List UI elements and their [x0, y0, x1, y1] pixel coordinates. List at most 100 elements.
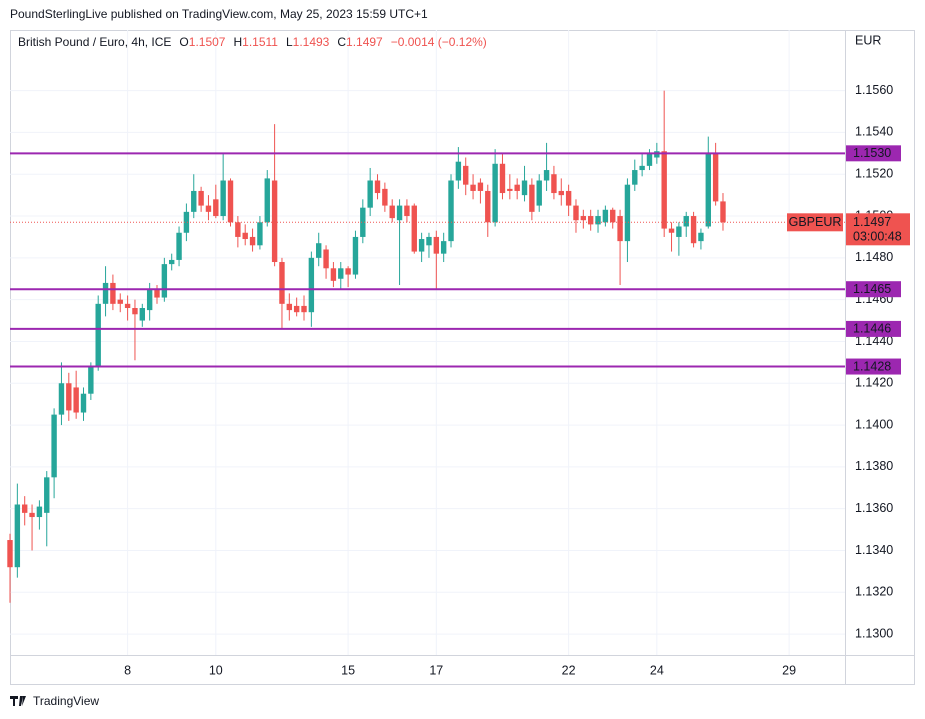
candle-body	[565, 190, 572, 206]
y-tick-label: 1.1360	[855, 501, 893, 515]
high: 1.1511	[242, 35, 278, 49]
candle-body	[271, 180, 278, 263]
c-key: C	[337, 35, 346, 49]
candle-body	[470, 184, 476, 191]
candle-body	[360, 207, 366, 237]
candle-body	[191, 190, 197, 212]
candle-body	[132, 308, 138, 315]
y-tick-label: 1.1320	[855, 585, 893, 599]
candle-body	[477, 182, 484, 191]
candle-body	[7, 540, 13, 568]
candle-body	[58, 383, 65, 415]
level-label: 1.1530	[853, 146, 891, 160]
candle-body	[440, 241, 447, 254]
x-tick-label: 22	[562, 663, 576, 677]
candle-body	[29, 512, 35, 518]
overlays: 1.1530 1.1465 1.1446 1.1428 GBPEUR 1.149703:0…	[10, 145, 910, 375]
candle-body	[507, 188, 513, 191]
candle-body	[610, 209, 616, 223]
symbol-box	[787, 213, 843, 232]
candle-body	[705, 153, 711, 227]
candle-body	[139, 308, 146, 321]
x-tick-label: 15	[341, 663, 355, 677]
level-label: 1.1428	[853, 359, 891, 373]
countdown: 03:00:48	[853, 230, 902, 244]
level-label: 1.1465	[853, 282, 891, 296]
x-tick-label: 24	[650, 663, 664, 677]
candle-body	[293, 305, 300, 313]
candle-body	[499, 163, 506, 194]
candle-body	[22, 504, 28, 513]
y-tick-label: 1.1420	[855, 376, 893, 390]
change: −0.0014 (−0.12%)	[391, 35, 487, 49]
y-tick-label: 1.1440	[855, 334, 893, 348]
grid: 1.1300 1.1320 1.1340 1.1360 1.1380 1.1400 1.14…	[10, 30, 893, 677]
candle-body	[338, 268, 344, 279]
candle-body	[146, 289, 153, 311]
candle-body	[227, 180, 234, 223]
candle-body	[66, 383, 72, 411]
candle-body	[279, 262, 285, 304]
candle-body	[205, 205, 212, 212]
published-note: PoundSterlingLive published on TradingVi…	[10, 7, 428, 21]
candle-body	[396, 205, 403, 221]
candle-body	[374, 180, 381, 194]
candle-body	[654, 151, 660, 158]
level-label-box	[846, 145, 901, 162]
candle-body	[36, 506, 43, 518]
candle-body	[352, 236, 359, 275]
candle-body	[235, 222, 241, 237]
candle-body	[51, 414, 57, 478]
logo: TradingView	[10, 694, 99, 708]
candle-body	[514, 184, 520, 191]
last-price-box	[846, 213, 910, 246]
candles	[7, 90, 726, 603]
logo-text: TradingView	[33, 694, 99, 708]
level-label: 1.1446	[853, 322, 891, 336]
candle-body	[161, 264, 168, 298]
candle-body	[580, 216, 587, 221]
candle-body	[382, 188, 388, 206]
candle-body	[80, 393, 87, 413]
candle-body	[198, 190, 204, 206]
candle-body	[264, 178, 270, 223]
candle-body	[646, 153, 653, 166]
frame	[10, 30, 915, 685]
candle-body	[389, 205, 395, 219]
y-tick-label: 1.1520	[855, 167, 893, 181]
candle-body	[448, 180, 454, 242]
candle-body	[257, 222, 263, 246]
level-label-box	[846, 281, 901, 298]
candle-body	[624, 184, 631, 242]
candle-body	[301, 305, 307, 313]
candle-body	[433, 236, 440, 254]
x-tick-label: 17	[429, 663, 443, 677]
candle-body	[124, 303, 131, 309]
candle-body	[14, 504, 21, 568]
x-tick-label: 8	[124, 663, 131, 677]
candle-body	[683, 216, 689, 227]
symbol: British Pound / Euro, 4h, ICE	[18, 35, 171, 49]
candle-body	[668, 228, 675, 233]
candle-body	[316, 243, 322, 258]
candle-body	[455, 161, 462, 181]
y-tick-label: 1.1340	[855, 543, 893, 557]
candle-body	[676, 226, 682, 237]
candle-body	[323, 249, 329, 269]
l-key: L	[286, 35, 293, 49]
candle-body	[521, 180, 528, 196]
candle-body	[558, 190, 564, 196]
candle-body	[587, 216, 594, 225]
last-price-label: 1.1497	[853, 215, 891, 229]
candle-body	[213, 199, 219, 217]
legend: British Pound / Euro, 4h, ICE O1.1507 H1.1…	[18, 35, 487, 49]
candle-body	[404, 205, 410, 217]
candle-body	[44, 477, 50, 513]
candle-body	[367, 180, 373, 208]
candle-body	[690, 216, 697, 244]
candle-body	[95, 303, 101, 367]
candle-body	[617, 216, 623, 242]
candle-body	[345, 268, 351, 275]
candle-body	[286, 303, 293, 311]
